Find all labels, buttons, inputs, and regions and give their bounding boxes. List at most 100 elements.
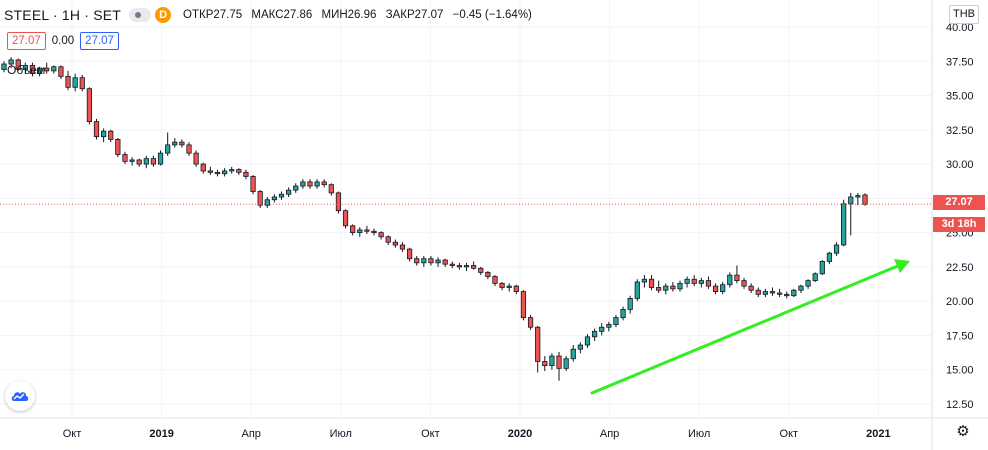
candle-body — [520, 291, 527, 319]
candle-body — [115, 139, 121, 155]
candle — [101, 128, 107, 143]
y-tick-label: 40.00 — [946, 22, 974, 34]
x-tick-label: 2021 — [866, 428, 890, 440]
candle-body — [335, 192, 342, 212]
candle-body — [350, 225, 356, 234]
candle-body — [243, 171, 249, 177]
candle — [307, 179, 313, 189]
candle-body — [1, 63, 7, 70]
volume-label[interactable]: Объем — [7, 63, 46, 77]
candle-body — [777, 292, 783, 295]
candle — [584, 334, 591, 348]
eye-dot-icon[interactable] — [129, 8, 152, 22]
candle — [784, 291, 790, 299]
candle-body — [143, 158, 149, 165]
y-tick-label: 15.00 — [946, 365, 974, 377]
candle — [1, 61, 7, 73]
candle-body — [727, 274, 733, 286]
y-tick-label: 37.50 — [946, 56, 974, 68]
candle — [364, 225, 370, 235]
candle — [257, 190, 263, 208]
candle-body — [663, 285, 669, 291]
candle-body — [108, 130, 114, 140]
candle-body — [193, 152, 199, 165]
x-tick-label: Окт — [63, 428, 82, 440]
candle-body — [264, 199, 270, 206]
candle — [449, 261, 455, 269]
candle — [591, 328, 598, 341]
candle-body — [44, 67, 50, 72]
quote-row: 27.07 0.00 27.07 — [7, 32, 119, 50]
candle-body — [136, 159, 142, 165]
cloud-logo-shape — [11, 392, 29, 401]
candle-body — [855, 195, 861, 198]
candle-body — [613, 317, 619, 325]
candle-body — [805, 280, 811, 287]
ohlc-readout: ОТКР27.75 МАКС27.86 МИН26.96 ЗАКР27.07 −… — [183, 9, 532, 21]
currency-button[interactable]: THB — [949, 5, 979, 24]
candle — [342, 209, 349, 229]
candle-body — [172, 141, 178, 146]
candle — [471, 261, 477, 270]
candle-body — [627, 298, 633, 310]
candle-body — [406, 248, 413, 260]
candle — [577, 342, 583, 354]
x-tick-label: 2019 — [149, 428, 173, 440]
buy-price-box[interactable]: 27.07 — [80, 32, 119, 50]
candle — [634, 279, 640, 302]
symbol-title[interactable]: STEEL · 1H · SET — [4, 7, 122, 23]
last-price-tag: 27.07 — [933, 195, 985, 210]
candle-body — [15, 59, 21, 70]
candle — [762, 288, 768, 298]
candle-body — [656, 287, 662, 291]
candle — [406, 247, 413, 262]
candle — [720, 281, 726, 295]
candle — [193, 150, 199, 167]
candle-body — [463, 265, 470, 268]
candle — [542, 356, 548, 372]
candle-body — [606, 324, 612, 328]
candle-body — [542, 361, 548, 367]
candle-body — [513, 285, 519, 292]
candle-body — [36, 67, 43, 75]
candle — [328, 183, 334, 196]
chart-header: STEEL · 1H · SET D ОТКР27.75 МАКС27.86 М… — [4, 5, 532, 25]
tradingview-cloud-icon[interactable] — [5, 381, 35, 411]
candle-body — [321, 181, 327, 186]
x-tick-label: Окт — [780, 428, 799, 440]
candle — [698, 277, 704, 288]
candle-body — [442, 259, 448, 265]
gear-icon[interactable]: ⚙ — [956, 423, 970, 440]
low-value: 26.96 — [347, 9, 377, 21]
data-delay-badge[interactable]: D — [155, 7, 172, 23]
candle-body — [101, 130, 107, 138]
candle — [243, 169, 249, 180]
candle-body — [207, 170, 213, 173]
candle — [392, 239, 398, 248]
candle-body — [72, 77, 78, 88]
candle — [684, 276, 690, 288]
candle — [641, 275, 648, 288]
candle-body — [563, 358, 569, 369]
candle — [421, 255, 427, 267]
candle-body — [150, 158, 157, 165]
candle-body — [798, 285, 804, 291]
candle — [570, 345, 576, 362]
candle — [499, 281, 505, 291]
candle-body — [641, 278, 648, 283]
candle-body — [236, 169, 242, 173]
candle — [705, 276, 712, 289]
candle-body — [122, 154, 128, 162]
candle — [236, 168, 242, 176]
candle-body — [599, 326, 605, 332]
candle — [157, 150, 164, 166]
sell-price-box[interactable]: 27.07 — [7, 32, 46, 50]
candle-body — [257, 191, 263, 206]
candle-body — [848, 196, 854, 205]
close-value: 27.07 — [414, 9, 444, 21]
candle-body — [584, 336, 591, 346]
candle-body — [812, 273, 818, 282]
candle — [527, 314, 534, 330]
